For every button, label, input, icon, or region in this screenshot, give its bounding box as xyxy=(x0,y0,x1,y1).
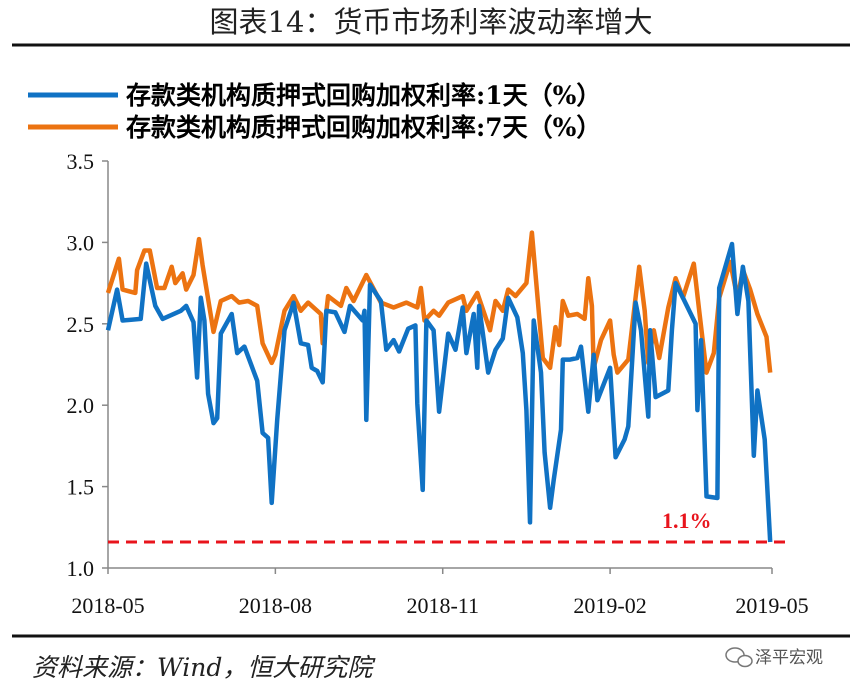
y-tick-label: 2.0 xyxy=(67,393,95,418)
y-tick-label: 2.5 xyxy=(67,312,95,337)
chart-title: 图表14：货币市场利率波动率增大 xyxy=(210,5,653,39)
x-tick-label: 2019-05 xyxy=(735,593,808,618)
watermark-text: 泽平宏观 xyxy=(755,648,823,668)
legend-label-7d: 存款类机构质押式回购加权利率:7天（%） xyxy=(126,113,601,142)
watermark: 泽平宏观 xyxy=(725,647,823,668)
series-group xyxy=(105,230,773,543)
wechat-icon xyxy=(725,647,753,668)
axes: 1.0 1.5 2.0 2.5 3.0 3.5 2018-05 2018-08 2018-11 2… xyxy=(67,149,809,618)
reference-line-label: 1.1% xyxy=(662,508,712,533)
x-tick-label: 2018-08 xyxy=(239,593,312,618)
y-tick-label: 1.5 xyxy=(67,475,95,500)
reference-line-group: 1.1% xyxy=(108,508,790,544)
legend: 存款类机构质押式回购加权利率:1天（%） 存款类机构质押式回购加权利率:7天（%… xyxy=(28,81,601,142)
source-note: 资料来源：Wind，恒大研究院 xyxy=(32,653,376,682)
legend-label-1d: 存款类机构质押式回购加权利率:1天（%） xyxy=(126,81,601,110)
x-tick-label: 2018-05 xyxy=(71,593,144,618)
series-line-7d xyxy=(105,230,773,375)
x-tick-label: 2019-02 xyxy=(573,593,646,618)
y-tick-label: 3.5 xyxy=(67,149,95,174)
y-tick-label: 3.0 xyxy=(67,230,95,255)
x-tick-label: 2018-11 xyxy=(406,593,479,618)
y-tick-label: 1.0 xyxy=(67,556,95,581)
series-line-1d xyxy=(105,241,773,543)
